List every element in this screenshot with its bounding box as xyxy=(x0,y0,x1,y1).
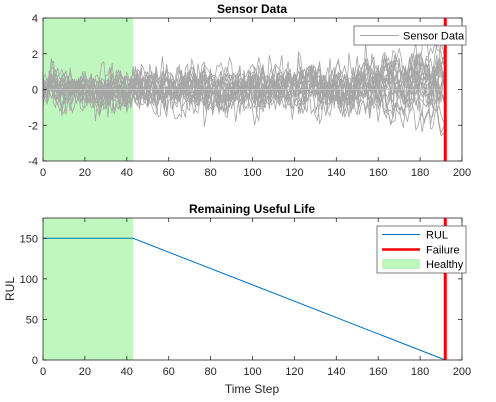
sensor-x-tick-label: 0 xyxy=(40,167,46,179)
sensor-y-ticks: -4 -2 0 2 4 xyxy=(28,13,462,168)
sensor-legend-box xyxy=(353,25,467,46)
sensor-x-tick-label: 160 xyxy=(369,167,387,179)
rul-x-tick-label: 180 xyxy=(411,366,429,378)
rul-x-ticks: 0 20 40 60 80 100 120 140 160 180 200 xyxy=(40,218,471,378)
sensor-series-line xyxy=(42,53,446,113)
rul-series-line xyxy=(43,237,446,361)
sensor-series-line xyxy=(42,62,446,135)
sensor-y-tick-label: -4 xyxy=(28,156,38,168)
sensor-series-line xyxy=(42,56,446,115)
sensor-x-tick-label: 60 xyxy=(163,167,175,179)
sensor-data-panel: 0 20 40 60 80 100 120 140 160 180 200 -4 -2 0 2 4 Sens… xyxy=(28,2,471,179)
rul-y-ticks: 0 50 100 150 xyxy=(20,233,462,367)
healthy-legend-label: Healthy xyxy=(426,259,464,271)
rul-x-tick-label: 20 xyxy=(79,366,91,378)
sensor-y-tick-label: -2 xyxy=(28,120,38,132)
sensor-x-tick-label: 120 xyxy=(285,167,303,179)
sensor-series-line xyxy=(42,55,446,127)
rul-chart-title: Remaining Useful Life xyxy=(189,202,315,216)
rul-y-tick-label: 50 xyxy=(26,314,38,326)
rul-x-axis-label: Time Step xyxy=(225,382,280,396)
rul-x-tick-label: 160 xyxy=(369,366,387,378)
rul-healthy-region xyxy=(43,218,134,360)
rul-panel: 0 20 40 60 80 100 120 140 160 180 200 0 50 100 150 Re… xyxy=(3,202,471,396)
rul-x-tick-label: 60 xyxy=(163,366,175,378)
failure-legend-label: Failure xyxy=(426,245,460,257)
sensor-legend: Sensor Data xyxy=(353,25,467,46)
sensor-y-tick-label: 4 xyxy=(32,13,38,25)
rul-legend: RUL Failure Healthy xyxy=(376,225,467,274)
rul-x-tick-label: 140 xyxy=(327,366,345,378)
sensor-chart-title: Sensor Data xyxy=(217,2,287,16)
sensor-y-tick-label: 0 xyxy=(32,85,38,97)
sensor-x-tick-label: 180 xyxy=(411,167,429,179)
sensor-x-ticks: 0 20 40 60 80 100 120 140 160 180 200 xyxy=(40,18,471,179)
rul-x-tick-label: 120 xyxy=(285,366,303,378)
sensor-series-line xyxy=(42,66,446,125)
rul-x-tick-label: 40 xyxy=(121,366,133,378)
rul-x-tick-label: 80 xyxy=(204,366,216,378)
rul-y-axis-label: RUL xyxy=(3,277,17,301)
rul-x-tick-label: 0 xyxy=(40,366,46,378)
sensor-legend-label: Sensor Data xyxy=(403,31,465,43)
sensor-y-tick-label: 2 xyxy=(32,49,38,61)
sensor-x-tick-label: 100 xyxy=(243,167,261,179)
sensor-series-line xyxy=(42,43,446,110)
sensor-x-tick-label: 200 xyxy=(453,167,471,179)
rul-y-tick-label: 150 xyxy=(20,233,38,245)
rul-x-tick-label: 100 xyxy=(243,366,261,378)
sensor-x-tick-label: 20 xyxy=(79,167,91,179)
rul-y-tick-label: 100 xyxy=(20,274,38,286)
rul-legend-label: RUL xyxy=(426,230,448,242)
rul-y-tick-label: 0 xyxy=(32,355,38,367)
sensor-x-tick-label: 140 xyxy=(327,167,345,179)
sensor-x-tick-label: 80 xyxy=(204,167,216,179)
rul-x-tick-label: 200 xyxy=(453,366,471,378)
sensor-x-tick-label: 40 xyxy=(121,167,133,179)
healthy-legend-swatch xyxy=(382,259,420,269)
